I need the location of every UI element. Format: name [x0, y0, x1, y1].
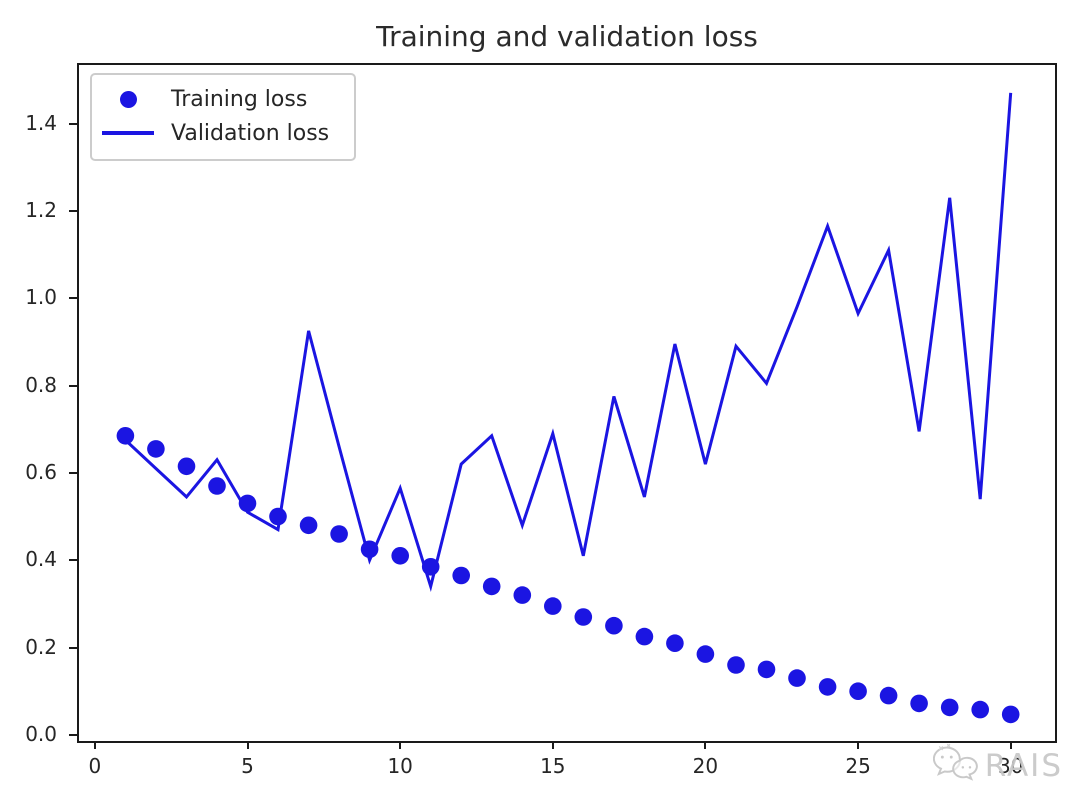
training-loss-point [940, 698, 959, 717]
training-loss-point [238, 494, 257, 513]
y-tick-label: 0.8 [25, 372, 57, 397]
x-tick [551, 741, 554, 749]
training-loss-point [910, 694, 928, 713]
training-loss-point [635, 627, 654, 646]
watermark-text: RAIS [984, 748, 1063, 784]
training-loss-dot-marker [119, 90, 137, 108]
training-loss-point [818, 678, 837, 696]
legend-item-training-loss: Training loss [92, 82, 354, 116]
y-tick [69, 559, 77, 562]
training-loss-point [147, 440, 165, 458]
training-loss-point [116, 427, 135, 445]
x-tick [399, 741, 402, 749]
training-loss-point [1001, 705, 1020, 724]
x-tick [857, 741, 860, 749]
training-loss-point [421, 558, 440, 576]
y-tick [69, 209, 77, 212]
training-loss-point [574, 608, 593, 626]
y-tick-label: 0.0 [25, 721, 57, 746]
validation-loss-line-marker [102, 131, 154, 135]
training-loss-points [116, 427, 1020, 724]
x-tick-label: 10 [387, 754, 413, 778]
training-loss-point [605, 616, 623, 635]
training-loss-point [452, 566, 471, 585]
training-loss-point [330, 525, 348, 543]
y-tick [69, 646, 77, 649]
chart-svg [116, 92, 1020, 724]
training-loss-point [513, 586, 532, 604]
y-tick [69, 122, 77, 125]
training-loss-point [788, 669, 806, 687]
training-loss-point [849, 682, 867, 700]
training-loss-point [208, 477, 226, 495]
x-tick [1009, 741, 1012, 749]
training-loss-point [696, 645, 715, 663]
legend: Training loss Validation loss [90, 73, 356, 161]
x-tick [704, 741, 707, 749]
chart-title: Training and validation loss [376, 20, 758, 53]
y-tick [69, 733, 77, 736]
training-loss-point [544, 597, 562, 615]
x-tick-label: 5 [241, 754, 254, 778]
y-tick [69, 297, 77, 300]
legend-item-validation-loss: Validation loss [92, 116, 354, 150]
legend-label-validation-loss: Validation loss [171, 120, 330, 146]
x-tick-label: 30 [997, 754, 1024, 778]
y-tick-label: 0.2 [25, 634, 57, 659]
training-loss-point [391, 547, 410, 565]
legend-label-training-loss: Training loss [171, 86, 308, 112]
y-tick-label: 1.4 [25, 110, 57, 135]
validation-loss-line [124, 92, 1013, 592]
training-loss-point [666, 634, 684, 652]
plot-area: Training loss Validation loss 0 5 10 15 20 25… [25, 63, 1057, 778]
training-loss-point [360, 540, 379, 559]
y-tick [69, 471, 77, 474]
x-tick-label: 25 [845, 754, 871, 778]
training-loss-point [299, 516, 318, 535]
x-tick-label: 15 [540, 754, 566, 778]
y-tick-label: 0.6 [25, 459, 57, 484]
x-tick [93, 741, 96, 749]
y-tick-label: 1.0 [25, 285, 57, 310]
x-tick-label: 20 [692, 754, 719, 778]
y-tick-label: 1.2 [25, 197, 57, 222]
training-loss-point [727, 656, 745, 674]
wechat-logo-icon [933, 743, 978, 781]
training-loss-point [757, 660, 776, 679]
training-loss-point [177, 457, 196, 476]
x-tick-label: 0 [88, 754, 102, 778]
y-tick [69, 384, 77, 387]
training-loss-point [482, 577, 501, 596]
training-loss-point [971, 700, 989, 719]
training-loss-point [269, 507, 287, 526]
training-loss-point [879, 686, 898, 705]
x-tick [246, 741, 249, 749]
y-tick-label: 0.4 [25, 547, 57, 572]
